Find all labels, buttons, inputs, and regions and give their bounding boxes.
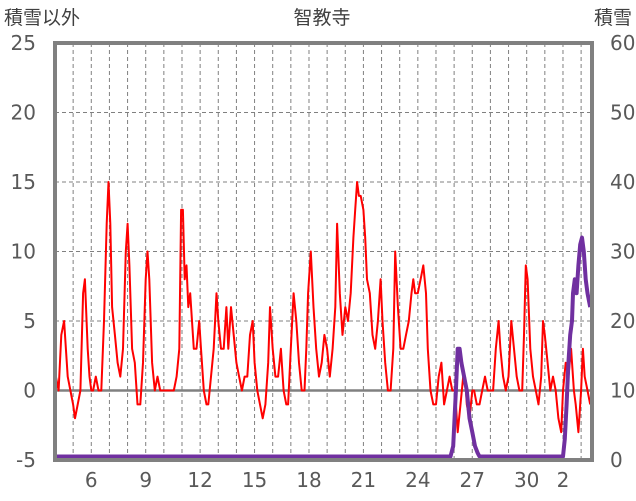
left-tick-label: 5 — [23, 309, 36, 333]
x-tick-label: 9 — [139, 468, 152, 492]
right-tick-label: 10 — [610, 379, 635, 403]
x-tick-label: 21 — [351, 468, 376, 492]
x-tick-label: 30 — [514, 468, 539, 492]
left-axis-title: 積雪以外 — [4, 7, 80, 29]
value-line — [54, 181, 592, 434]
plot-frame — [53, 41, 594, 462]
x-tick-label: 6 — [85, 468, 98, 492]
right-tick-label: 60 — [610, 31, 635, 55]
x-tick-label: 18 — [296, 468, 321, 492]
right-tick-label: 30 — [610, 240, 635, 264]
left-tick-label: 15 — [11, 170, 36, 194]
right-tick-label: 20 — [610, 309, 635, 333]
left-tick-label: 25 — [11, 31, 36, 55]
x-tick-label: 15 — [242, 468, 267, 492]
left-tick-label: 20 — [11, 101, 36, 125]
x-tick-label: 24 — [405, 468, 430, 492]
right-tick-label: 0 — [610, 448, 623, 472]
x-tick-label: 27 — [460, 468, 485, 492]
chart-title: 智教寺 — [293, 7, 350, 29]
right-tick-label: 40 — [610, 170, 635, 194]
left-tick-label: -5 — [16, 448, 36, 472]
gridlines — [54, 43, 592, 460]
axes: -5 0 5 10 15 20 25 0 10 20 30 40 50 60 6 9 12 15 18 21 24 27 3… — [11, 31, 636, 492]
snow-depth-line — [55, 235, 593, 459]
x-tick-label: 2 — [557, 468, 570, 492]
left-tick-label: 10 — [11, 240, 36, 264]
left-tick-label: 0 — [23, 379, 36, 403]
right-axis-title: 積雪 — [594, 7, 632, 29]
right-tick-label: 50 — [610, 101, 635, 125]
x-tick-label: 12 — [187, 468, 212, 492]
series — [54, 181, 593, 459]
